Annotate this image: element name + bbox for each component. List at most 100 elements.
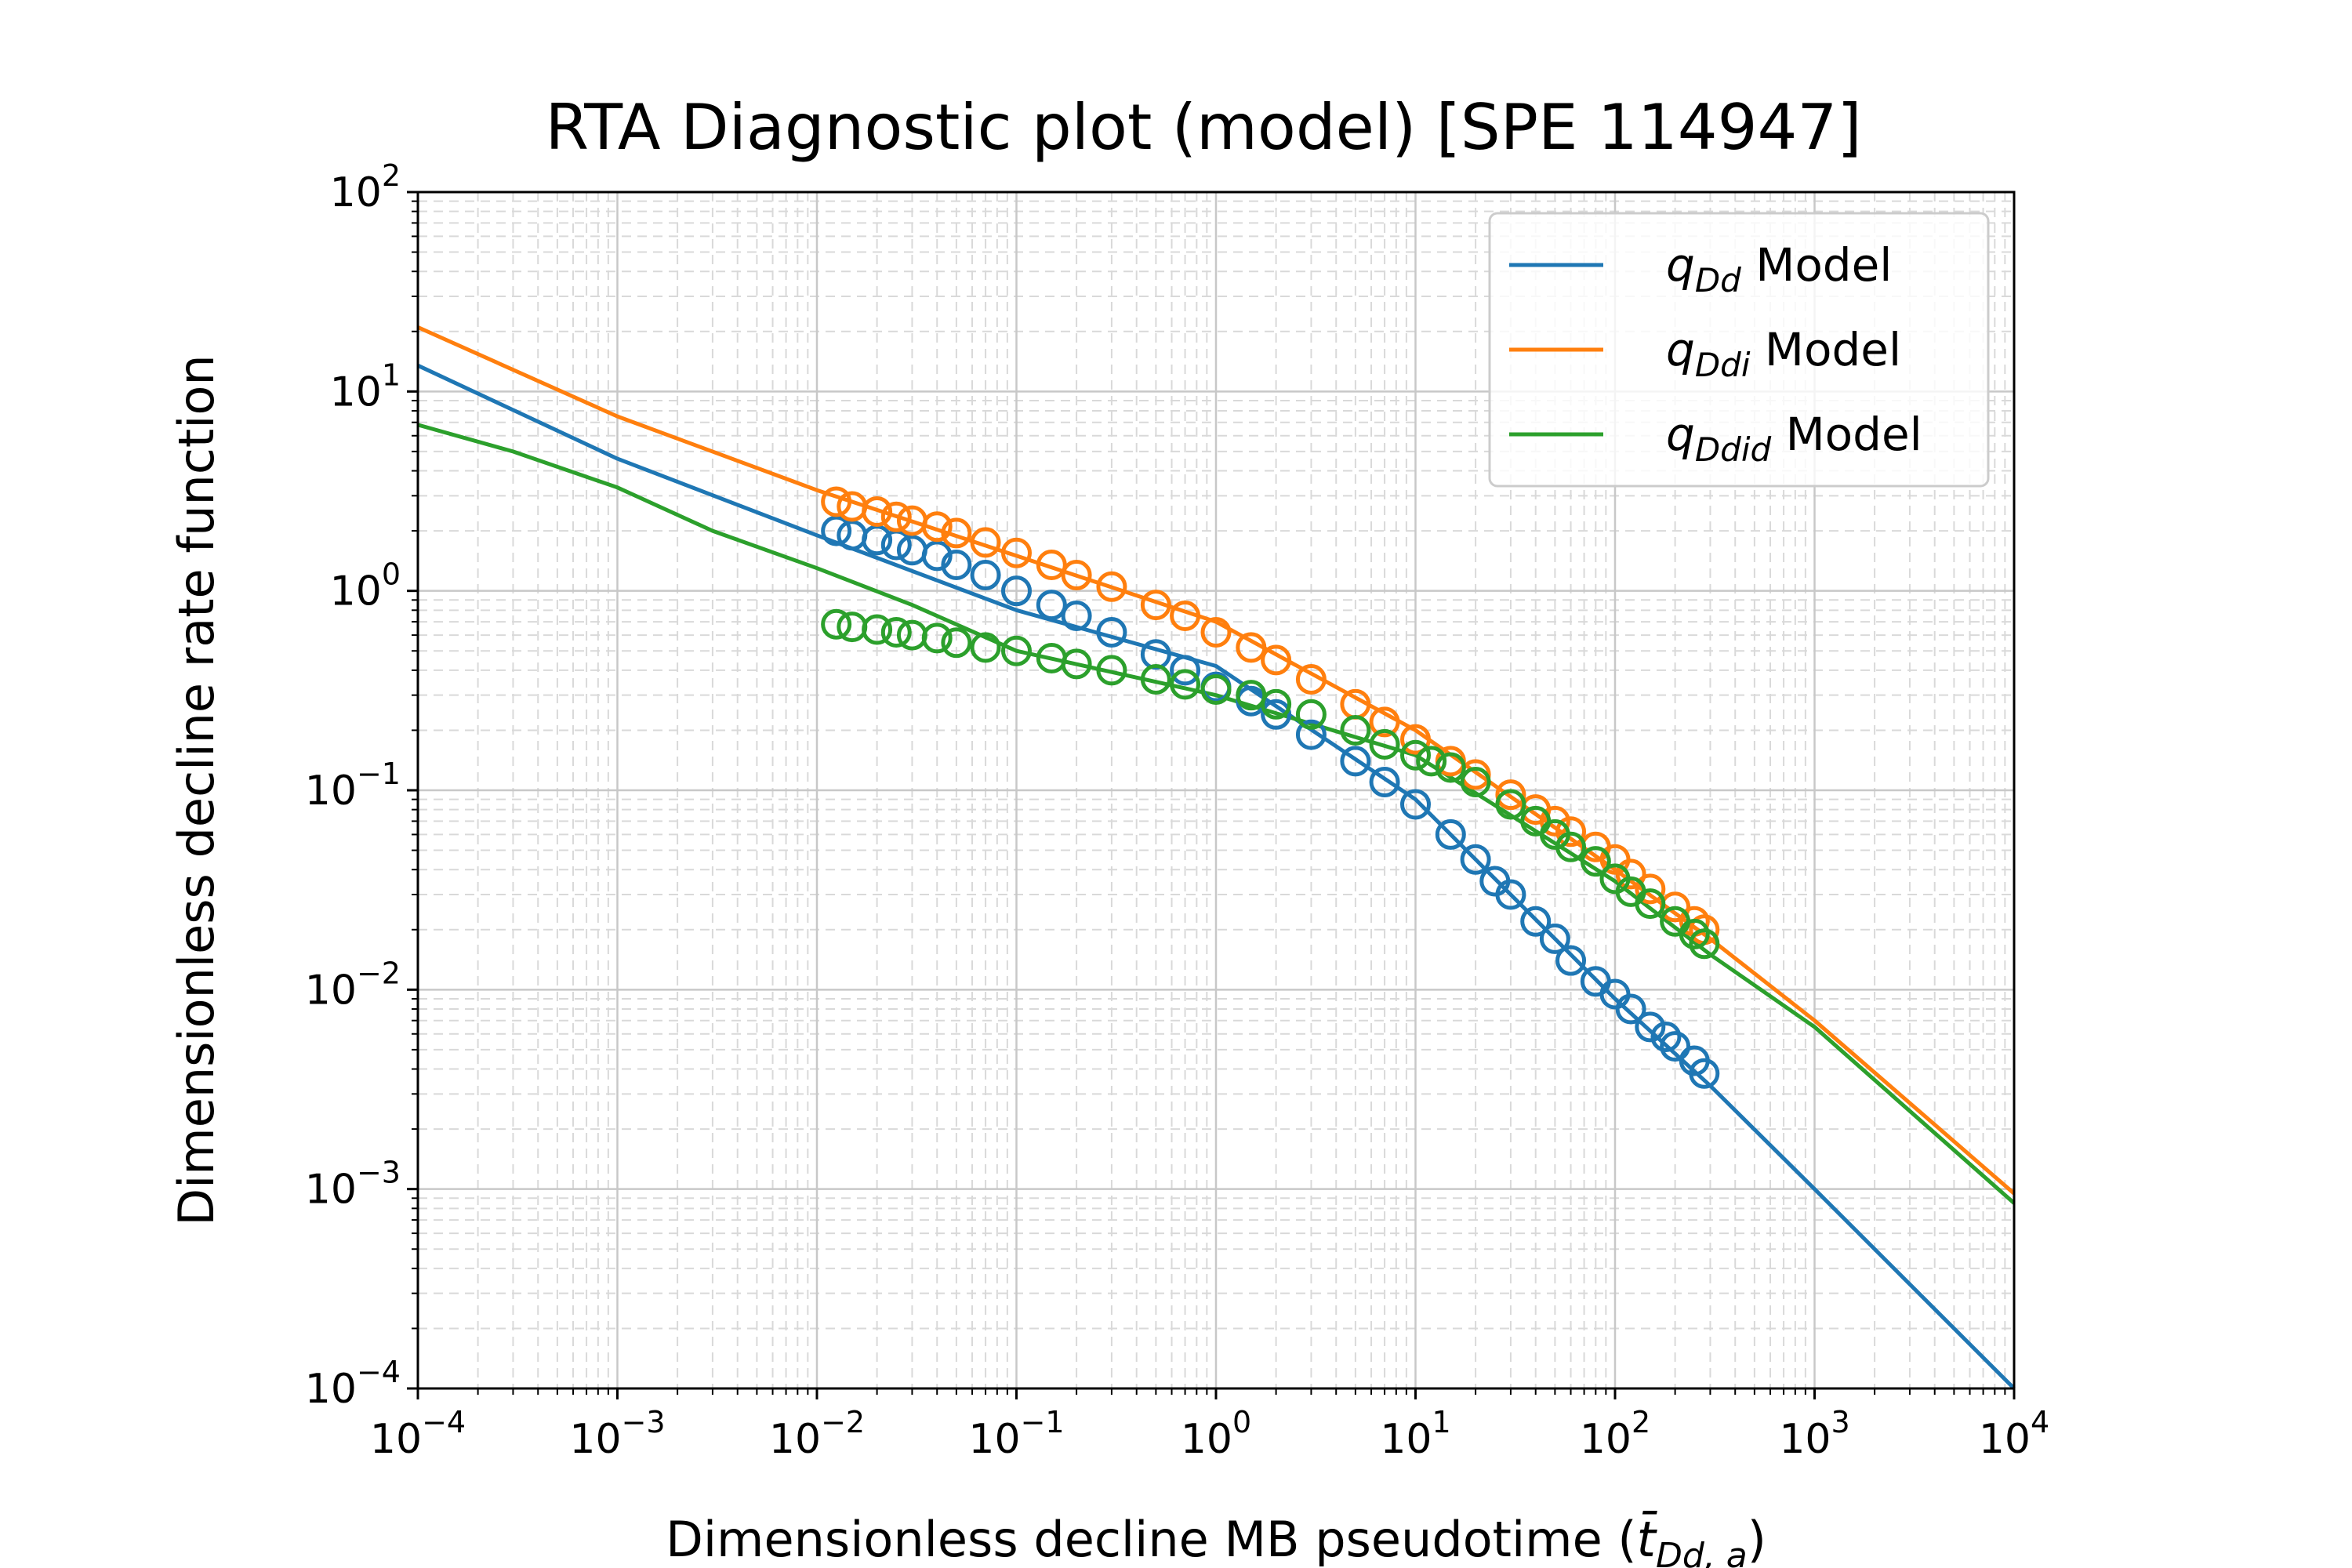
chart-title: RTA Diagnostic plot (model) [SPE 114947]: [545, 91, 1861, 164]
x-tick-base: 10: [769, 1416, 821, 1463]
x-tick-exponent: 4: [2031, 1405, 2049, 1439]
x-tick-label: 10−2: [769, 1405, 865, 1463]
data-point-qddi: [1369, 706, 1400, 738]
x-axis-label-prefix: Dimensionless decline MB pseudotime (: [666, 1511, 1637, 1568]
legend-symbol: q: [1666, 238, 1695, 292]
legend-label-qddid: qDdid Model: [1666, 408, 1922, 469]
data-point-qdd: [1036, 590, 1067, 621]
legend-suffix: Model: [1741, 238, 1893, 292]
data-point-qdd: [1689, 1058, 1720, 1089]
data-point-qddid: [1140, 664, 1171, 695]
data-point-qddid: [970, 632, 1001, 663]
y-tick-base: 10: [330, 568, 382, 615]
x-tick-exponent: −1: [1021, 1405, 1065, 1439]
y-tick-exponent: −1: [357, 757, 401, 791]
data-point-qddid: [1679, 918, 1710, 949]
legend-subscript: Ddi: [1695, 346, 1751, 384]
data-point-qddi: [1061, 560, 1092, 591]
y-tick-base: 10: [330, 368, 382, 416]
data-point-qddi: [821, 486, 852, 517]
data-point-qddi: [1400, 724, 1431, 755]
data-point-qdd: [1400, 789, 1431, 820]
legend-suffix: Model: [1771, 408, 1922, 461]
data-point-qddi: [1635, 873, 1666, 905]
data-point-qdd: [1295, 719, 1327, 750]
data-point-qdd: [1001, 575, 1032, 607]
data-point-qddid: [1369, 728, 1400, 760]
data-point-qddid: [1170, 669, 1201, 700]
y-tick-base: 10: [305, 768, 357, 815]
x-tick-exponent: 1: [1432, 1405, 1450, 1439]
data-point-qddid: [1555, 831, 1587, 862]
data-point-qddid: [1495, 789, 1526, 820]
data-point-qdd: [1615, 993, 1646, 1025]
data-point-qddid: [862, 614, 893, 645]
x-tick-exponent: 0: [1232, 1405, 1251, 1439]
data-point-qdd: [1555, 945, 1587, 976]
x-tick-base: 10: [968, 1416, 1020, 1463]
data-point-qdd: [941, 550, 972, 581]
y-tick-label: 10−2: [305, 956, 401, 1014]
data-point-qddi: [1170, 600, 1201, 631]
x-axis-label-symbol: t̄: [1637, 1511, 1658, 1568]
data-point-qdd: [1061, 600, 1092, 631]
x-tick-exponent: −3: [622, 1405, 666, 1439]
data-point-qddid: [1460, 766, 1491, 797]
y-tick-exponent: 2: [382, 158, 401, 193]
legend-symbol: q: [1666, 323, 1695, 376]
legend-label-qddi: qDdi Model: [1666, 323, 1901, 384]
y-axis-label: Dimensionless decline rate function: [168, 354, 225, 1225]
y-tick-exponent: −2: [357, 956, 401, 990]
y-tick-base: 10: [305, 967, 357, 1014]
data-point-qddid: [1200, 674, 1232, 706]
y-tick-label: 102: [330, 158, 401, 216]
y-tick-base: 10: [305, 1366, 357, 1413]
x-tick-label: 10−4: [370, 1405, 466, 1463]
data-point-qdd: [1520, 906, 1552, 937]
data-point-qddi: [862, 495, 893, 527]
data-point-qddi: [1555, 816, 1587, 848]
legend-subscript: Dd: [1695, 261, 1741, 299]
y-tick-label: 10−3: [305, 1156, 401, 1214]
data-point-qdd: [1650, 1022, 1682, 1053]
data-point-qddi: [921, 511, 953, 543]
data-point-qddid: [1295, 699, 1327, 730]
y-tick-exponent: 1: [382, 358, 401, 392]
data-point-qdd: [970, 560, 1001, 591]
y-tick-label: 10−1: [305, 757, 401, 815]
data-point-qddi: [1140, 590, 1171, 621]
legend-suffix: Model: [1751, 323, 1902, 376]
data-point-qddid: [1635, 888, 1666, 920]
data-point-qddid: [1416, 746, 1447, 777]
x-tick-exponent: 2: [1632, 1405, 1650, 1439]
x-tick-exponent: −4: [422, 1405, 466, 1439]
data-point-qdd: [1261, 699, 1292, 730]
data-point-qdd: [1460, 844, 1491, 875]
data-point-qddid: [1689, 928, 1720, 960]
data-point-qdd: [1495, 879, 1526, 910]
x-tick-base: 10: [1779, 1416, 1831, 1463]
x-axis-label-subscript: Dd, a: [1656, 1536, 1748, 1568]
data-point-qddid: [1261, 688, 1292, 720]
y-tick-label: 100: [330, 557, 401, 615]
x-axis-label-suffix: ): [1748, 1511, 1766, 1568]
legend-subscript: Ddid: [1695, 430, 1772, 469]
data-point-qddi: [880, 501, 912, 532]
data-point-qddi: [941, 517, 972, 549]
series-line-qdd: [416, 363, 2016, 1390]
data-point-qddi: [1236, 632, 1267, 663]
x-tick-exponent: 3: [1831, 1405, 1849, 1439]
y-tick-base: 10: [330, 169, 382, 216]
y-tick-exponent: −3: [357, 1156, 401, 1190]
data-point-qdd: [1369, 766, 1400, 797]
x-tick-exponent: −2: [821, 1405, 865, 1439]
x-tick-base: 10: [569, 1416, 621, 1463]
data-point-qddi: [1495, 779, 1526, 811]
data-point-qddi: [1295, 664, 1327, 695]
y-tick-label: 10−4: [305, 1355, 401, 1413]
x-tick-label: 101: [1380, 1405, 1450, 1463]
x-tick-label: 102: [1580, 1405, 1650, 1463]
data-point-qddi: [1261, 644, 1292, 676]
